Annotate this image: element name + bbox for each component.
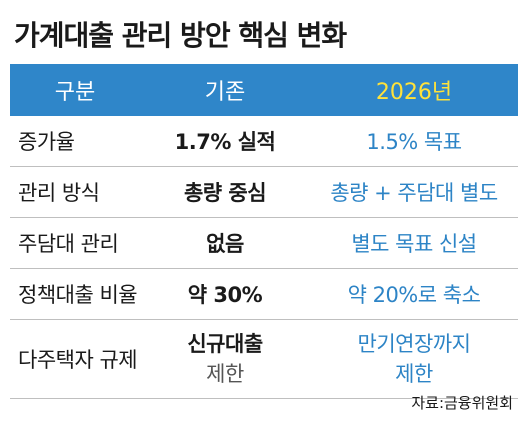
table-row: 증가율 1.7% 실적 1.5% 목표	[10, 116, 518, 167]
row-label: 관리 방식	[18, 181, 100, 205]
header-previous: 기존	[204, 80, 246, 105]
row-previous-value: 신규대출 제한	[140, 329, 310, 389]
table-row: 정책대출 비율 약 30% 약 20%로 축소	[10, 269, 518, 320]
row-new-value: 만기연장까지 제한	[310, 329, 518, 389]
row-new-value: 총량 + 주담대 별도	[330, 181, 498, 205]
comparison-table: 구분 기존 2026년 증가율 1.7% 실적 1.5% 목표 관리 방식 총량…	[10, 64, 518, 399]
row-label: 정책대출 비율	[18, 283, 138, 307]
row-previous-line1: 신규대출	[187, 332, 263, 356]
table-header: 구분 기존 2026년	[10, 64, 518, 116]
row-label: 주담대 관리	[18, 232, 119, 256]
row-previous-value: 약 30%	[187, 283, 263, 307]
row-previous-value: 없음	[206, 232, 244, 256]
table-row: 관리 방식 총량 중심 총량 + 주담대 별도	[10, 167, 518, 218]
table-row: 주담대 관리 없음 별도 목표 신설	[10, 218, 518, 269]
row-previous-value: 총량 중심	[183, 181, 267, 205]
source-credit: 자료:금융위원회	[411, 394, 513, 412]
header-2026: 2026년	[375, 80, 453, 105]
row-label: 다주택자 규제	[18, 348, 138, 372]
table-row: 다주택자 규제 신규대출 제한 만기연장까지 제한	[10, 320, 518, 399]
row-new-line2: 제한	[395, 362, 433, 386]
row-label: 증가율	[18, 130, 75, 154]
row-new-value: 약 20%로 축소	[347, 283, 481, 307]
row-new-value: 1.5% 목표	[366, 130, 462, 154]
row-previous-value: 1.7% 실적	[174, 130, 276, 154]
row-new-line1: 만기연장까지	[357, 332, 471, 356]
page-title: 가계대출 관리 방안 핵심 변화	[14, 19, 347, 52]
row-previous-line2: 제한	[206, 362, 244, 386]
header-category: 구분	[54, 80, 96, 105]
row-new-value: 별도 목표 신설	[351, 232, 477, 256]
